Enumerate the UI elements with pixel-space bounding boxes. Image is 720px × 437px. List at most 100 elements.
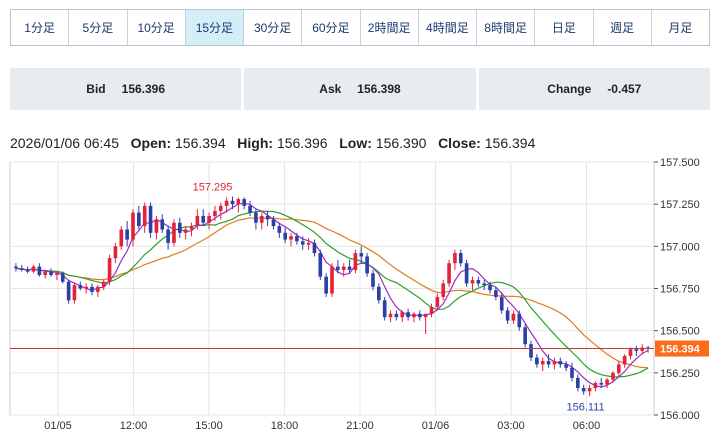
candle-body [236,199,241,205]
x-tick-label: 18:00 [271,420,299,432]
candle-body [605,379,609,385]
candle-body [499,296,504,311]
ma-mid-line [15,210,649,378]
candle-body [347,266,352,270]
candlestick-chart: 156.000 156.250 156.500 156.750 157.000 157.2… [9,157,709,432]
candle-body [341,266,346,270]
tab-30m[interactable]: 30分足 [244,10,303,45]
high-label: High: [237,135,274,151]
candle-body [587,388,592,392]
candle-body [14,266,18,269]
candle-body [84,286,88,289]
tab-2h[interactable]: 2時間足 [361,10,419,45]
candle-body [259,215,264,223]
candle-body [400,312,405,318]
candle-body [394,313,399,318]
candle-body [505,310,510,321]
candle-body [195,215,200,227]
candle-body [295,236,299,242]
candle-body [148,205,153,233]
tab-4h[interactable]: 4時間足 [419,10,477,45]
candle-body [66,281,71,301]
candle-body [371,273,375,287]
candle-body [183,229,188,233]
high-value: 156.396 [276,135,328,151]
candle-body [611,372,615,380]
candle-body [43,271,48,276]
tab-daily[interactable]: 日足 [535,10,594,45]
candle-body [201,215,206,223]
candle-body [265,215,270,220]
candle-body [101,281,106,287]
candle-body [324,276,328,294]
y-tick-label: 156.750 [660,284,700,296]
candle-body [330,266,334,294]
close-label: Close: [438,135,481,151]
tab-monthly[interactable]: 月足 [668,21,693,35]
candle-body [60,273,65,282]
candle-body [435,296,440,308]
candle-body [365,256,369,274]
candle-body [312,242,317,254]
tab-weekly[interactable]: 週足 [594,10,652,45]
candle-body [131,212,135,240]
candle-body [540,361,545,365]
candle-body [218,205,223,211]
change-label: Change [547,82,592,96]
candle-body [511,313,516,321]
candle-body [535,357,539,365]
candle-body [447,263,451,284]
candle-body [90,286,94,292]
candle-body [564,364,568,368]
candle-body [125,229,129,240]
candle-body [423,313,428,318]
candle-body [19,268,24,270]
candle-body [154,219,159,233]
y-tick-label: 157.500 [660,157,700,169]
candle-body [377,286,381,301]
candle-body [470,280,475,284]
candle-body [248,205,252,213]
candle-body [189,226,194,230]
x-tick-label: 12:00 [120,420,148,432]
ask-value: 156.398 [357,82,401,96]
candle-body [599,382,604,385]
open-value: 156.394 [175,135,226,151]
current-price-tag [655,340,709,357]
candle-body [137,212,141,227]
candle-body [242,199,247,206]
x-tick-label: 01/05 [44,420,72,432]
ohlc-readout: 2026/01/06 06:45 Open: 156.394 High: 156… [10,135,535,151]
tab-5m[interactable]: 5分足 [69,10,128,45]
candle-body [359,253,364,257]
candle-body [570,367,574,378]
ma-long-line [15,217,649,369]
x-tick-label: 06:00 [573,420,601,432]
tab-10m[interactable]: 10分足 [128,10,186,45]
candle-body [388,313,393,318]
candle-body [412,313,416,318]
candle-body [336,266,340,270]
candle-body [166,229,170,243]
y-tick-label: 156.000 [660,410,700,422]
tab-60m[interactable]: 60分足 [302,10,361,45]
candle-body [113,246,118,259]
candle-body [458,253,463,264]
candle-body [494,290,498,297]
candle-body [306,242,311,245]
candle-body [517,313,522,328]
x-tick-label: 15:00 [195,420,223,432]
candle-body [277,226,282,233]
candle-body [464,263,469,284]
tab-1m[interactable]: 1分足 [11,10,70,45]
quote-panel: Bid 156.396 Ask 156.398 Change -0.457 [10,68,710,110]
candle-body [289,236,293,240]
candle-body [96,286,100,292]
candle-body [628,349,633,356]
tab-8h[interactable]: 8時間足 [477,10,536,45]
y-tick-label: 157.000 [660,241,700,253]
bid-box: Bid 156.396 [10,68,242,110]
candle-body [55,273,59,276]
candle-body [72,285,77,301]
tab-15m[interactable]: 15分足 [185,10,244,45]
